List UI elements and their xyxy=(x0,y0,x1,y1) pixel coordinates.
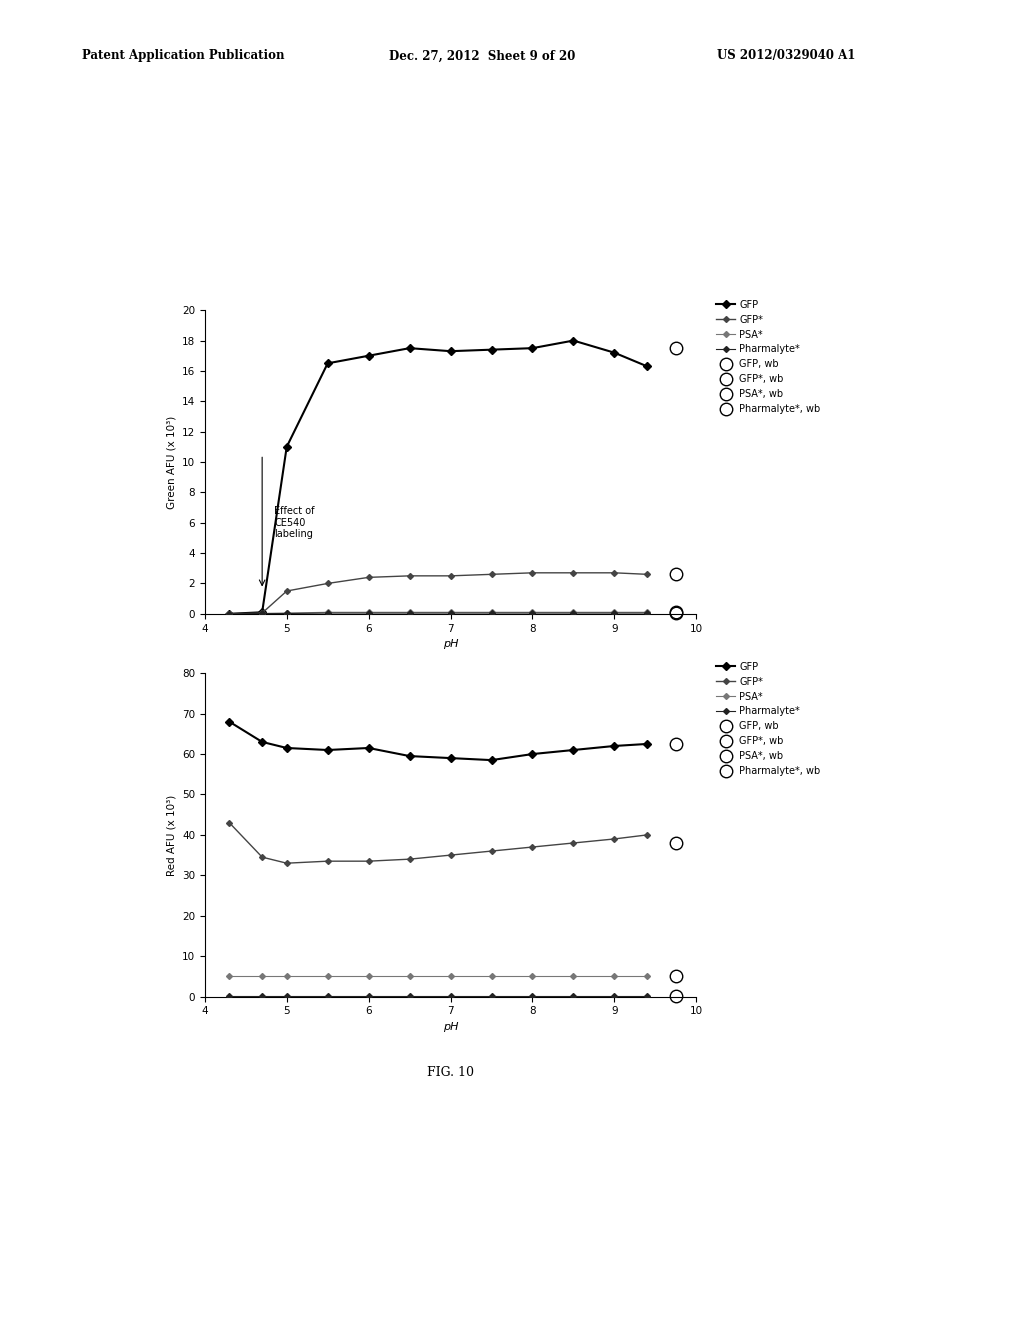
Text: Effect of
CE540
labeling: Effect of CE540 labeling xyxy=(274,506,315,540)
Text: US 2012/0329040 A1: US 2012/0329040 A1 xyxy=(717,49,855,62)
Text: Dec. 27, 2012  Sheet 9 of 20: Dec. 27, 2012 Sheet 9 of 20 xyxy=(389,49,575,62)
X-axis label: pH: pH xyxy=(442,639,459,649)
Y-axis label: Green AFU (x 10³): Green AFU (x 10³) xyxy=(166,416,176,508)
Legend: GFP, GFP*, PSA*, Pharmalyte*, GFP, wb, GFP*, wb, PSA*, wb, Pharmalyte*, wb: GFP, GFP*, PSA*, Pharmalyte*, GFP, wb, G… xyxy=(716,300,820,414)
X-axis label: pH: pH xyxy=(442,1022,459,1032)
Legend: GFP, GFP*, PSA*, Pharmalyte*, GFP, wb, GFP*, wb, PSA*, wb, Pharmalyte*, wb: GFP, GFP*, PSA*, Pharmalyte*, GFP, wb, G… xyxy=(716,661,820,776)
Text: FIG. 10: FIG. 10 xyxy=(427,1065,474,1078)
Y-axis label: Red AFU (x 10³): Red AFU (x 10³) xyxy=(166,795,176,875)
Text: Patent Application Publication: Patent Application Publication xyxy=(82,49,285,62)
